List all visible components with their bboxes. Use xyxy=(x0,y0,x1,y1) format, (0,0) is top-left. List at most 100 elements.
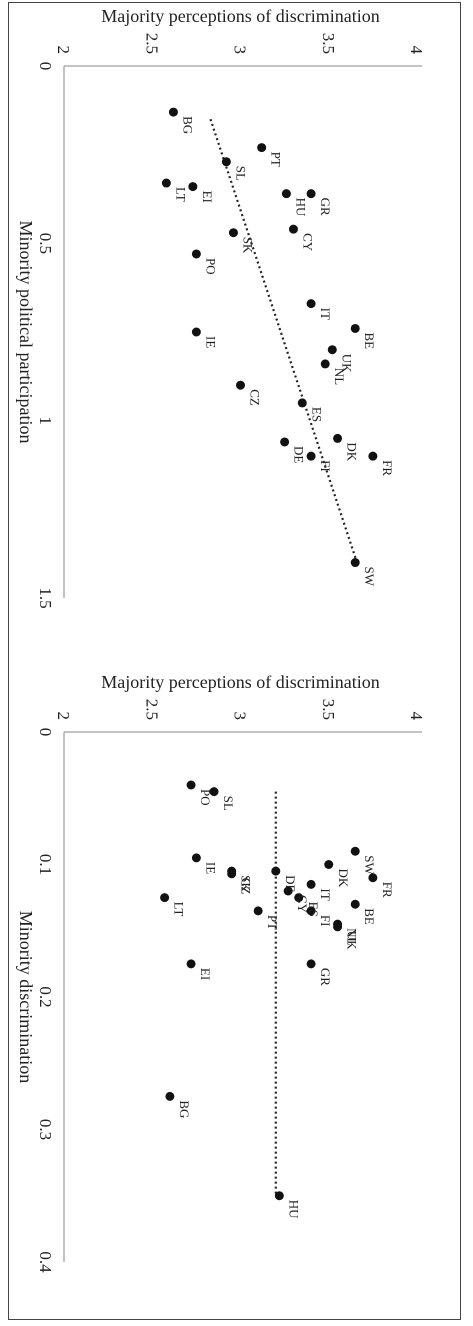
y-tick-label: 2 xyxy=(54,46,73,55)
data-point-sk xyxy=(228,228,238,238)
data-point-be xyxy=(350,899,360,909)
data-point-fr xyxy=(368,873,378,883)
data-label-uk: UK xyxy=(339,354,354,373)
data-point-cz xyxy=(236,380,245,390)
data-point-sl xyxy=(221,157,231,167)
data-point-gr xyxy=(306,189,316,199)
y-tick-label: 2.5 xyxy=(142,33,161,54)
data-label-ei: EI xyxy=(198,968,213,980)
x-tick-label: 0 xyxy=(36,728,55,737)
data-point-hu xyxy=(281,189,291,199)
data-point-bg xyxy=(168,107,178,117)
x-tick-label: 0 xyxy=(36,62,55,71)
data-label-fi: FI xyxy=(318,915,333,927)
y-tick-label: 3 xyxy=(231,712,250,721)
data-label-sw: SW xyxy=(362,855,377,875)
data-point-it xyxy=(306,879,316,889)
data-label-dk: DK xyxy=(336,869,351,888)
data-point-po xyxy=(191,249,201,259)
data-label-po: PO xyxy=(198,789,213,806)
data-point-ie xyxy=(191,327,201,337)
data-label-bg: BG xyxy=(180,116,195,134)
data-point-ei xyxy=(186,959,196,969)
data-point-fr xyxy=(368,451,378,461)
data-label-es: ES xyxy=(306,902,321,917)
data-label-uk: UK xyxy=(345,931,360,950)
data-point-lt xyxy=(161,178,171,188)
data-point-sw xyxy=(350,846,360,856)
x-axis-label: Minority political participation xyxy=(16,221,36,444)
data-label-hu: HU xyxy=(293,198,308,217)
data-label-it: IT xyxy=(318,308,333,320)
x-tick-label: 0.4 xyxy=(36,1251,55,1273)
data-label-po: PO xyxy=(203,258,218,275)
data-label-cz: CZ xyxy=(248,389,263,406)
data-point-sl xyxy=(209,787,219,797)
data-point-bg xyxy=(165,1091,175,1101)
data-point-pt xyxy=(253,906,263,916)
data-label-hu: HU xyxy=(286,1200,301,1219)
data-point-fi xyxy=(306,451,316,461)
data-label-sk: SK xyxy=(240,237,255,254)
x-tick-label: 0.3 xyxy=(36,1119,55,1140)
data-point-ei xyxy=(188,182,198,192)
y-tick-label: 4 xyxy=(407,712,426,721)
data-point-es xyxy=(297,398,307,408)
y-tick-label: 2 xyxy=(54,712,73,721)
data-label-de: DE xyxy=(283,875,298,892)
data-point-cy xyxy=(283,886,293,896)
x-tick-label: 0.1 xyxy=(36,854,55,875)
data-point-cy xyxy=(288,224,298,234)
data-point-be xyxy=(350,323,360,333)
trendline xyxy=(209,118,359,563)
chart-discrimination: 0 0.1 0.2 0.3 0.4 2 2.5 3 3.5 4 Minority discrimin… xyxy=(16,672,426,1273)
data-label-cy: CY xyxy=(295,895,310,914)
data-point-hu xyxy=(274,1191,284,1201)
data-label-lt: LT xyxy=(173,187,188,202)
chart-svg: 0 0.5 1 1.5 2 2.5 3 3.5 4 Minority political part… xyxy=(16,6,426,1273)
data-point-ie xyxy=(191,853,201,863)
data-point-it xyxy=(306,299,316,309)
chart-participation: 0 0.5 1 1.5 2 2.5 3 3.5 4 Minority political part… xyxy=(16,6,426,609)
data-label-de: DE xyxy=(292,446,307,463)
data-point-es xyxy=(294,893,304,903)
data-point-fi xyxy=(306,906,316,916)
data-label-fr: FR xyxy=(380,460,395,476)
data-point-de xyxy=(280,437,290,447)
y-axis-label: Majority perceptions of discrimination xyxy=(101,672,379,692)
data-point-de xyxy=(271,866,281,876)
data-point-nl xyxy=(320,359,330,369)
data-label-nl: NL xyxy=(332,368,347,385)
data-label-cz: CZ xyxy=(239,878,254,895)
data-label-cy: CY xyxy=(300,233,315,252)
data-label-be: BE xyxy=(362,908,377,925)
y-tick-label: 3.5 xyxy=(319,33,338,54)
data-label-es: ES xyxy=(309,407,324,422)
data-label-pt: PT xyxy=(269,152,284,167)
data-label-ie: IE xyxy=(203,336,218,348)
data-point-sw xyxy=(350,558,360,568)
data-point-cz xyxy=(227,869,237,879)
data-point-po xyxy=(186,780,196,790)
data-label-it: IT xyxy=(318,888,333,900)
data-point-dk xyxy=(333,433,343,443)
figure-frame: 0 0.5 1 1.5 2 2.5 3 3.5 4 Minority political part… xyxy=(8,2,461,1320)
data-label-ie: IE xyxy=(203,862,218,874)
y-tick-label: 3.5 xyxy=(319,699,338,720)
x-tick-label: 1 xyxy=(36,416,55,425)
data-point-dk xyxy=(324,860,334,869)
data-label-fr: FR xyxy=(380,882,395,898)
x-tick-label: 0.2 xyxy=(36,986,55,1007)
data-label-gr: GR xyxy=(318,968,333,986)
data-label-sl: SL xyxy=(233,166,248,181)
data-label-dk: DK xyxy=(345,442,360,461)
data-label-ei: EI xyxy=(200,191,215,203)
x-tick-label: 0.5 xyxy=(36,233,55,254)
data-label-fi: FI xyxy=(318,460,333,472)
x-axis-label: Minority discrimination xyxy=(16,911,36,1084)
x-tick-label: 1.5 xyxy=(36,587,55,608)
data-label-sk: SK xyxy=(239,875,254,892)
data-label-nl: NL xyxy=(345,928,360,945)
data-label-lt: LT xyxy=(172,902,187,917)
data-point-uk xyxy=(327,345,337,355)
